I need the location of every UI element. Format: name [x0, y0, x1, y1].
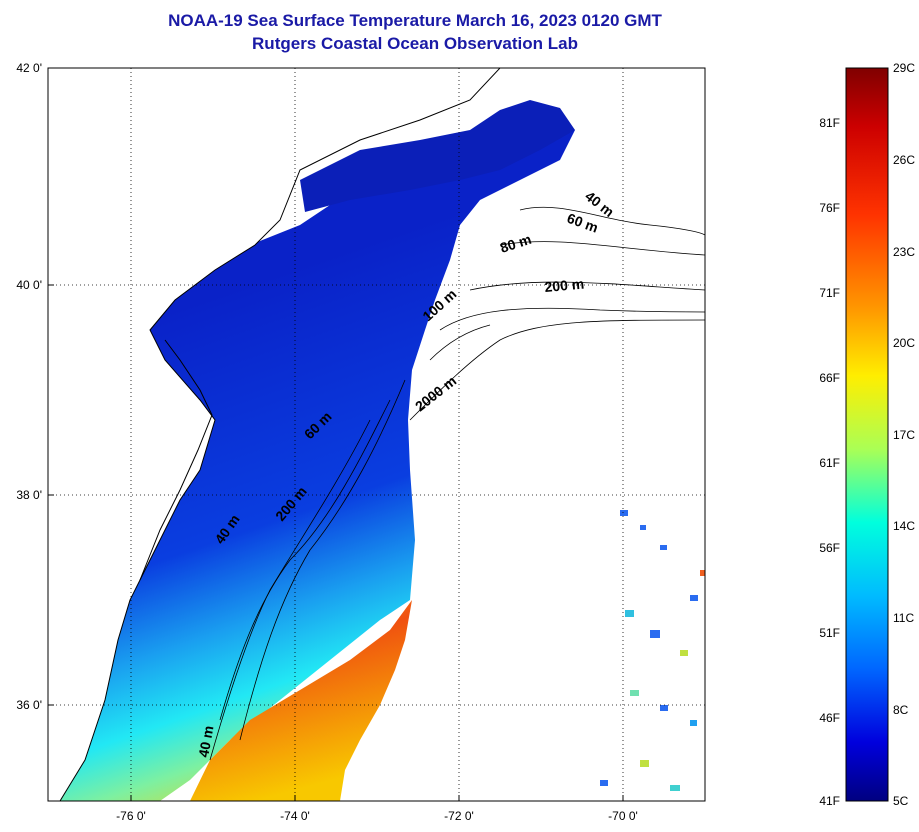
lat-tick-label: 42 0': [16, 61, 42, 75]
sound-water: [300, 100, 575, 212]
colorbar-f-label: 81F: [819, 116, 840, 130]
frame-ticks: [48, 67, 624, 801]
colorbar-f-label: 46F: [819, 711, 840, 725]
colorbar-f-label: 71F: [819, 286, 840, 300]
colorbar-f-label: 66F: [819, 371, 840, 385]
map-area: 40 m 60 m 80 m 200 m 100 m 2000 m 60 m 2…: [48, 68, 705, 801]
delmarva-outline: [139, 339, 213, 581]
lon-tick-label: -74 0': [280, 809, 310, 823]
colorbar-f-label: 56F: [819, 541, 840, 555]
colorbar-c-label: 17C: [893, 428, 915, 442]
isobath-lines: [209, 206, 705, 761]
colorbar-c-label: 14C: [893, 519, 915, 533]
colorbar-c-label: 11C: [893, 611, 914, 625]
colorbar-f-label: 76F: [819, 201, 840, 215]
gulf-stream: [190, 600, 412, 801]
map-title: NOAA-19 Sea Surface Temperature March 16…: [168, 11, 662, 30]
lon-tick-label: -76 0': [116, 809, 146, 823]
lat-tick-label: 36 0': [16, 698, 42, 712]
lon-tick-label: -72 0': [444, 809, 474, 823]
lon-tick-label: -70 0': [608, 809, 638, 823]
lat-tick-label: 40 0': [16, 278, 42, 292]
colorbar-f-label: 41F: [819, 794, 840, 808]
lat-tick-label: 38 0': [16, 488, 42, 502]
graticule: [48, 68, 705, 801]
colorbar-f-label: 61F: [819, 456, 840, 470]
colorbar-c-label: 8C: [893, 703, 909, 717]
colorbar-c-label: 29C: [893, 61, 915, 75]
map-frame: [47, 67, 706, 802]
colorbar-f-label: 51F: [819, 626, 840, 640]
sst-specks: [600, 510, 705, 791]
colorbar-c-label: 20C: [893, 336, 915, 350]
colorbar: [845, 67, 889, 802]
colorbar-c-label: 26C: [893, 153, 915, 167]
isobath-label: 200 m: [544, 276, 585, 295]
colorbar-c-label: 5C: [893, 794, 909, 808]
colorbar-c-label: 23C: [893, 245, 915, 259]
map-subtitle: Rutgers Coastal Ocean Observation Lab: [252, 34, 578, 53]
shelf-water: [48, 118, 575, 801]
land-mass: [48, 68, 501, 801]
isobath-label: 40 m: [195, 724, 216, 758]
